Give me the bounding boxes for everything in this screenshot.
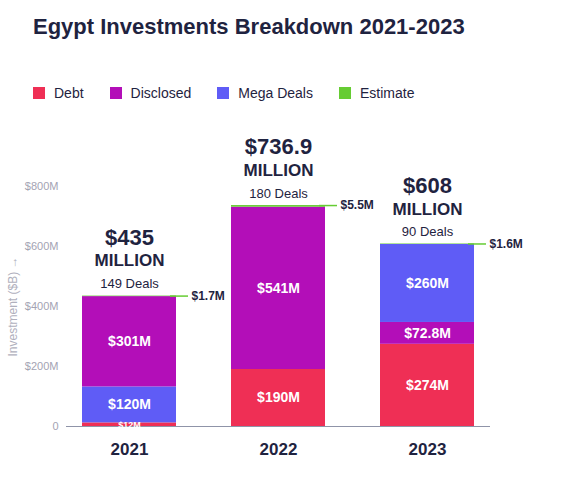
html-text:Debt: Debt (54, 85, 84, 101)
svg-text:$120M: $120M (108, 396, 151, 412)
html-text:Egypt Investments Breakdown 20: Egypt Investments Breakdown 2021-2023 (33, 14, 465, 39)
svg-text:$190M: $190M (257, 389, 300, 405)
svg-text:2023: 2023 (409, 440, 447, 459)
svg-text:$274M: $274M (406, 377, 449, 393)
svg-text:$400M: $400M (25, 300, 59, 312)
svg-text:90 Deals: 90 Deals (402, 224, 454, 239)
svg-text:$736.9: $736.9 (245, 134, 312, 159)
svg-text:$200M: $200M (25, 360, 59, 372)
svg-text:0: 0 (52, 420, 58, 432)
svg-text:180 Deals: 180 Deals (249, 186, 308, 201)
svg-text:$608: $608 (403, 173, 452, 198)
svg-text:MILLION: MILLION (244, 161, 314, 180)
html-text:Disclosed: Disclosed (130, 85, 192, 101)
svg-text:$600M: $600M (25, 240, 59, 252)
svg-text:MILLION: MILLION (393, 200, 463, 219)
svg-text:$12M: $12M (118, 420, 141, 430)
svg-text:$1.7M: $1.7M (192, 289, 225, 303)
svg-text:$541M: $541M (257, 280, 300, 296)
svg-text:Investment ($B) →: Investment ($B) → (6, 256, 20, 356)
html-text:Estimate: Estimate (360, 85, 415, 101)
svg-text:$800M: $800M (25, 180, 59, 192)
svg-text:$435: $435 (105, 225, 154, 250)
svg-text:149 Deals: 149 Deals (100, 276, 159, 291)
svg-text:$260M: $260M (406, 275, 449, 291)
svg-text:$72.8M: $72.8M (404, 325, 451, 341)
svg-text:$5.5M: $5.5M (341, 198, 374, 212)
svg-text:2021: 2021 (111, 440, 149, 459)
svg-text:2022: 2022 (260, 440, 298, 459)
svg-text:MILLION: MILLION (95, 251, 165, 270)
html-text:Mega Deals: Mega Deals (238, 85, 313, 101)
svg-text:$301M: $301M (108, 333, 151, 349)
svg-text:$1.6M: $1.6M (490, 237, 523, 251)
